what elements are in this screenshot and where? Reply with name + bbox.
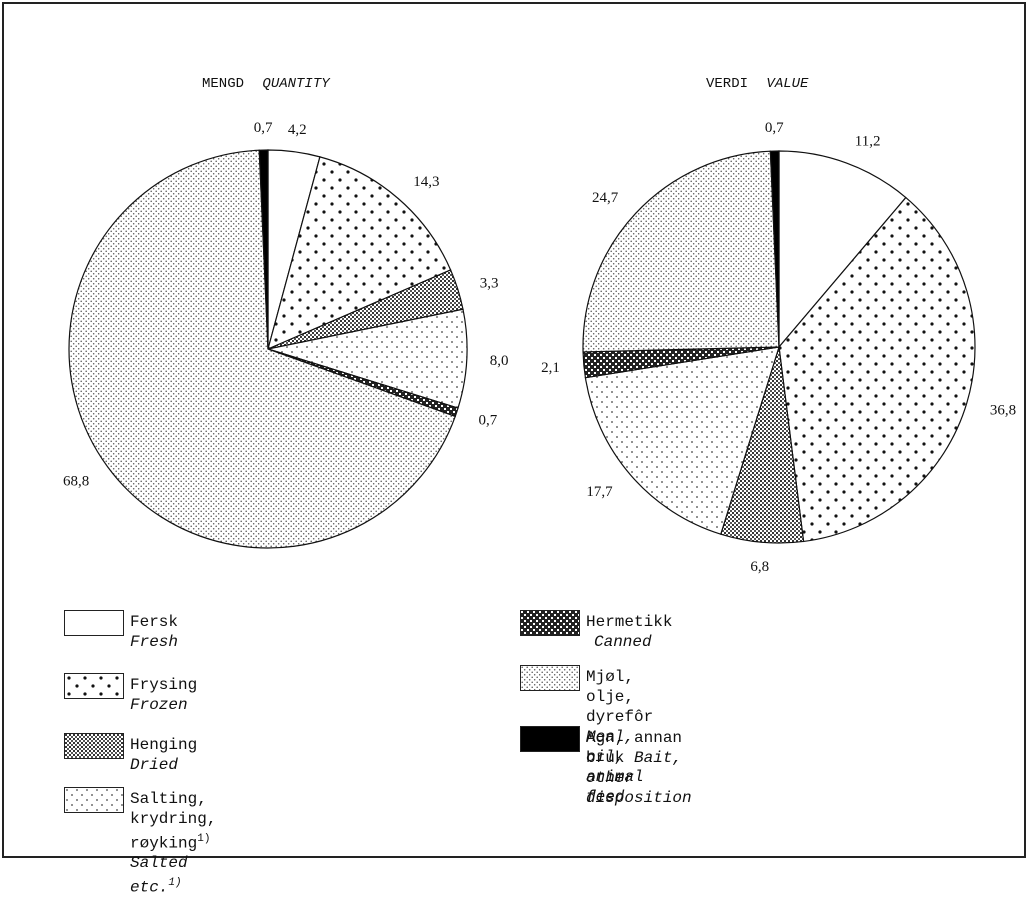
quantity-slice-salted (267, 308, 468, 409)
figure-frame (2, 2, 1026, 858)
pie-charts: MENGD QUANTITY VERDI VALUE 4,2 14,3 3,3 … (63, 76, 1016, 575)
quantity-chart-title: MENGD QUANTITY (202, 76, 331, 92)
quantity-label-dried: 3,3 (480, 275, 499, 291)
legend-frozen-no: Frysing (130, 676, 198, 694)
quantity-title-en: QUANTITY (262, 76, 331, 92)
legend-item-salted: Salting, krydring, røyking1) Salted etc.… (64, 787, 216, 898)
value-label-canned: 2,1 (541, 360, 560, 376)
legend-swatch-salted (64, 787, 124, 813)
value-slice-fresh (778, 150, 907, 349)
quantity-label-salted: 8,0 (490, 353, 509, 369)
quantity-slice-meal (68, 149, 457, 549)
legend-salted-no-note: 1) (197, 833, 211, 845)
value-slice-bait (769, 150, 780, 348)
legend-item-fresh: Fersk Fresh (64, 610, 178, 652)
legend-swatch-canned (520, 610, 580, 636)
legend-item-dried: Henging Dried (64, 733, 197, 775)
value-slice-meal (582, 150, 780, 353)
quantity-pie (68, 149, 468, 549)
legend-item-canned: Hermetikk Canned (520, 610, 672, 652)
legend-swatch-frozen (64, 673, 124, 699)
value-pie (582, 150, 976, 544)
legend-salted-en-note: 1) (168, 877, 182, 890)
value-label-fresh: 11,2 (855, 134, 881, 150)
value-title-en: VALUE (766, 76, 809, 92)
legend-fresh-en: Fresh (130, 633, 179, 651)
legend-meal-no: Mjøl, olje, dyrefôr (586, 668, 654, 726)
legend-dried-no: Henging (130, 736, 198, 754)
legend-meal-en2: animal feed (586, 768, 644, 806)
legend-swatch-meal (520, 665, 580, 691)
legend-salted-en: Salted etc. (130, 854, 188, 897)
legend-item-bait: Agn, annan bruk Bait, other disposition (520, 726, 692, 808)
legend-canned-no: Hermetikk (586, 613, 673, 631)
quantity-label-canned: 0,7 (479, 413, 498, 429)
legend-bait-no: Agn, annan bruk (586, 729, 683, 767)
value-label-frozen: 36,8 (990, 403, 1016, 419)
legend-swatch-bait (520, 726, 580, 752)
legend-salted-no: Salting, krydring, røyking (130, 790, 217, 853)
legend-bait-en2: disposition (586, 789, 692, 807)
value-label-bait: 0,7 (765, 120, 784, 136)
quantity-slice-frozen (267, 156, 452, 351)
quantity-label-meal: 68,8 (63, 474, 89, 490)
legend-swatch-fresh (64, 610, 124, 636)
legend-canned-en: Canned (594, 633, 652, 651)
legend-swatch-dried (64, 733, 124, 759)
value-slice-salted (584, 346, 780, 535)
legend-dried-en: Dried (130, 756, 179, 774)
legend-meal-en: Meal, oil, (586, 728, 635, 766)
value-label-meal: 24,7 (592, 190, 619, 206)
quantity-label-fresh: 4,2 (288, 122, 307, 138)
legend-frozen-en: Frozen (130, 696, 188, 714)
value-slice-frozen (778, 196, 976, 543)
legend-bait-en: Bait, other (586, 749, 683, 787)
legend-fresh-no: Fersk (130, 613, 179, 631)
value-label-salted: 17,7 (586, 484, 613, 500)
legend-item-frozen: Frysing Frozen (64, 673, 197, 715)
value-title-no: VERDI (706, 76, 748, 92)
legend-item-meal: Mjøl, olje, dyrefôr Meal, oil, animal fe… (520, 665, 653, 807)
quantity-label-bait: 0,7 (254, 120, 273, 136)
quantity-slice-bait (258, 149, 269, 350)
quantity-title-no: MENGD (202, 76, 244, 92)
value-chart-title: VERDI VALUE (706, 76, 809, 92)
quantity-label-frozen: 14,3 (413, 174, 439, 190)
value-label-dried: 6,8 (750, 559, 769, 575)
